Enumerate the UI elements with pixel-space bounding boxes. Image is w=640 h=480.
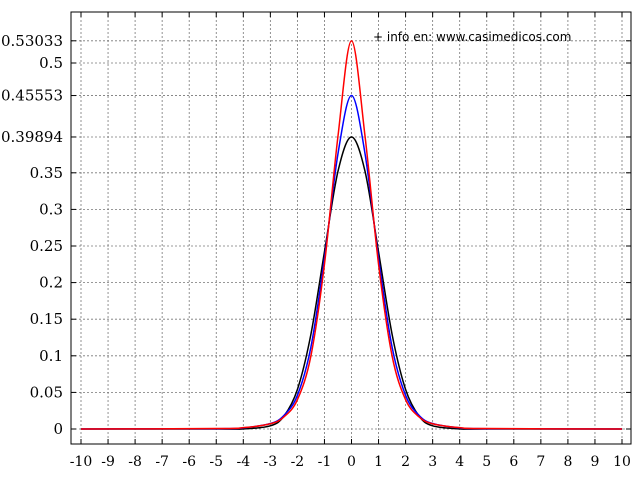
- x-tick-label: -1: [318, 454, 332, 470]
- x-tick-label: 1: [374, 454, 383, 470]
- grid-lines: [71, 12, 631, 444]
- y-tick-label: 0.35: [30, 164, 63, 182]
- x-tick-labels: -10 -9 -8 -7 -6 -5 -4 -3 -2 -1 0 1 2 3 4 5 6 7 8 9 10: [70, 454, 631, 470]
- x-tick-label: 9: [590, 454, 599, 470]
- y-tick-label: 0.45553: [1, 87, 63, 105]
- x-tick-label: 4: [455, 454, 464, 470]
- x-tick-label: 7: [536, 454, 545, 470]
- x-tick-label: -8: [128, 454, 142, 470]
- x-tick-label: 10: [613, 454, 631, 470]
- y-tick-label: 0.25: [30, 237, 63, 255]
- x-tick-label: -9: [101, 454, 115, 470]
- series-line-1: [80, 136, 623, 430]
- source-annotation: + info en: www.casimedicos.com: [373, 30, 571, 44]
- y-tick-label: 0.39894: [1, 128, 63, 146]
- y-tick-labels: 0 0.05 0.1 0.15 0.2 0.25 0.3 0.35 0.39894 0.45553…: [1, 32, 63, 438]
- x-tick-label: 8: [563, 454, 572, 470]
- x-tick-label: -5: [209, 454, 223, 470]
- axis-ticks: [71, 12, 631, 444]
- x-tick-label: 2: [401, 454, 410, 470]
- y-tick-label: 0.53033: [1, 32, 63, 50]
- y-tick-label: 0.1: [39, 347, 63, 365]
- series-lines: [80, 40, 623, 430]
- y-tick-label: 0.15: [30, 310, 63, 328]
- x-tick-label: 5: [482, 454, 491, 470]
- x-tick-label: -2: [291, 454, 305, 470]
- y-tick-label: 0.05: [30, 383, 63, 401]
- y-tick-label: 0.3: [39, 200, 63, 218]
- x-tick-label: 0: [347, 454, 356, 470]
- y-tick-label: 0: [53, 420, 63, 438]
- x-tick-label: -10: [70, 454, 93, 470]
- y-tick-label: 0.5: [39, 54, 63, 72]
- y-tick-label: 0.2: [39, 274, 63, 292]
- plot-frame: [70, 11, 632, 445]
- series-line-3: [80, 40, 623, 430]
- x-tick-label: 6: [509, 454, 518, 470]
- x-tick-label: -6: [182, 454, 196, 470]
- x-tick-label: 3: [428, 454, 437, 470]
- x-tick-label: -4: [236, 454, 250, 470]
- x-tick-label: -7: [155, 454, 169, 470]
- x-tick-label: -3: [264, 454, 278, 470]
